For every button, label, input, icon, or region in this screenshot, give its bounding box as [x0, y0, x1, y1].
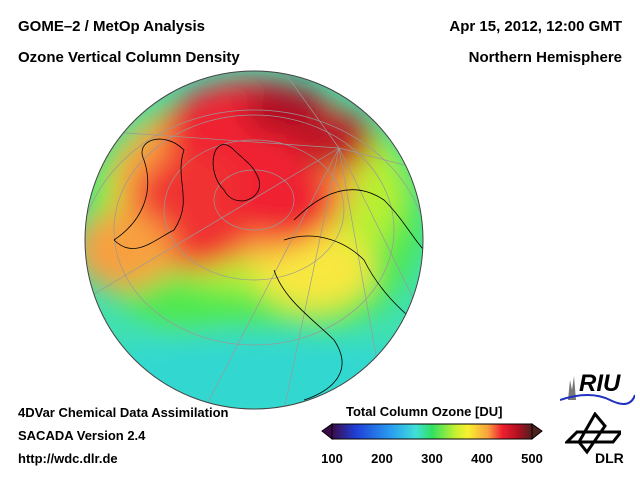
northern-hemisphere-globe [84, 70, 424, 410]
colorbar-tick: 100 [321, 451, 343, 466]
dlr-logo: DLR [565, 412, 635, 467]
colorbar-tick: 400 [471, 451, 493, 466]
riu-logo: RIU [560, 370, 635, 405]
colorbar-max-arrow [531, 423, 543, 441]
version-label: SACADA Version 2.4 [18, 428, 146, 443]
title-region: Northern Hemisphere [468, 49, 622, 66]
colorbar [321, 423, 543, 441]
title-date: Apr 15, 2012, 12:00 GMT [449, 18, 622, 35]
colorbar-tick: 500 [521, 451, 543, 466]
dlr-logo-text: DLR [595, 450, 624, 466]
title-quantity: Ozone Vertical Column Density [18, 49, 240, 66]
title-instrument: GOME–2 / MetOp Analysis [18, 18, 205, 35]
colorbar-min-arrow [321, 423, 333, 441]
colorbar-tick: 300 [421, 451, 443, 466]
graticule [85, 71, 423, 409]
riu-logo-text: RIU [579, 370, 621, 397]
colorbar-tick: 200 [371, 451, 393, 466]
colorbar-title: Total Column Ozone [DU] [346, 404, 503, 419]
method-label: 4DVar Chemical Data Assimilation [18, 405, 229, 420]
website-link[interactable]: http://wdc.dlr.de [18, 451, 118, 466]
